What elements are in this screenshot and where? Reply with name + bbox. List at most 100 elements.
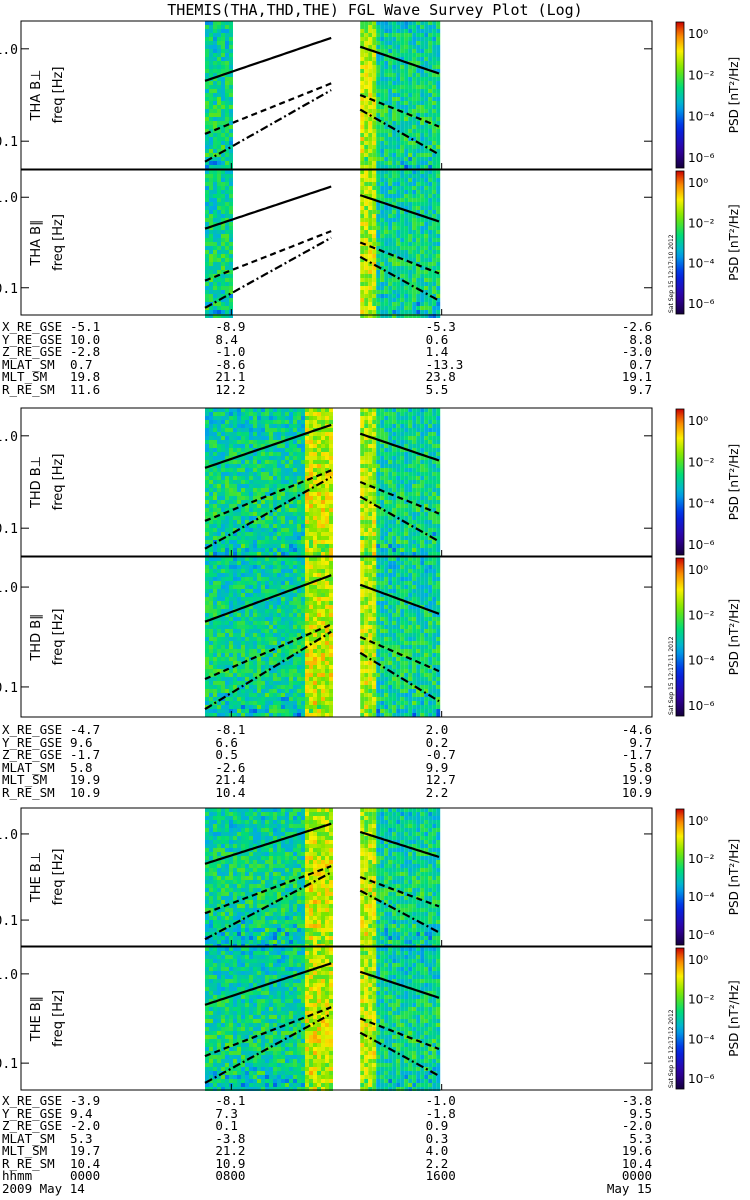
ephemeris-value: -2.6	[621, 319, 652, 334]
ephemeris-value: 10.4	[621, 1155, 652, 1171]
ephemeris-row-name: X_RE_GSE	[2, 1093, 63, 1108]
ephemeris-value: 10.0	[70, 331, 101, 347]
ephemeris-value: 0.3	[425, 1130, 449, 1146]
colorbar	[675, 170, 685, 315]
colorbar-tick-label: 10⁻⁴	[688, 110, 715, 124]
spectrogram-panel-the-bperp: 0.1 1.0 THE B⊥ freq [Hz] 10⁰ 10⁻² 10⁻⁴ 10⁻⁶ PSD …	[0, 807, 741, 948]
panel-frame	[20, 407, 653, 557]
frequency-curve-late-0	[359, 970, 440, 999]
ephemeris-row-name: Y_RE_GSE	[2, 331, 63, 347]
frequency-curve-1	[204, 469, 332, 522]
date-label-end: May 15	[606, 1180, 652, 1196]
ephemeris-value: 0.2	[425, 734, 449, 750]
freq-label: freq [Hz]	[51, 214, 66, 271]
frequency-curve-2	[204, 1012, 332, 1084]
ephemeris-row-name: MLT_SM	[2, 772, 48, 787]
spectrogram-panel-thd-bperp: 0.1 1.0 THD B⊥ freq [Hz] 10⁰ 10⁻² 10⁻⁴ 10⁻⁶ PSD …	[0, 407, 741, 557]
ephemeris-value: 21.4	[215, 772, 246, 787]
frequency-curve-0	[204, 423, 332, 469]
frequency-curve-1	[204, 1006, 332, 1058]
freq-label: freq [Hz]	[51, 609, 66, 666]
colorbar-tick-label: 10⁻⁴	[688, 654, 715, 668]
ephemeris-value: 0.7	[70, 356, 93, 372]
colorbar-tick-label: 10⁻⁶	[688, 928, 715, 942]
ephemeris-value: 0.7	[629, 356, 652, 372]
ephemeris-row-name: Z_RE_GSE	[2, 1118, 63, 1133]
ephemeris-row-name: MLAT_SM	[2, 1130, 55, 1146]
y-tick-label: 0.1	[0, 135, 18, 150]
ephemeris-value: -8.1	[215, 722, 246, 737]
colorbar-tick-label: 10⁻⁶	[688, 538, 715, 552]
ephemeris-value: 9.7	[629, 734, 652, 750]
spectrogram-panel-thd-bpar: 0.1 1.0 THD B∥ freq [Hz] 10⁰ 10⁻² 10⁻⁴ 10⁻⁶ PSD …	[0, 556, 741, 718]
ephemeris-value: 9.4	[70, 1105, 93, 1121]
ephemeris-row-name: R_RE_SM	[2, 381, 55, 397]
frequency-curve-late-1	[359, 875, 440, 908]
colorbar-label: PSD [nT²/Hz]	[727, 444, 741, 520]
y-tick-label: 0.1	[0, 914, 18, 929]
ephemeris-value: -1.0	[425, 1093, 456, 1108]
colorbar-tick-label: 10⁰	[688, 176, 708, 190]
frequency-curve-late-2	[359, 1031, 440, 1077]
ephemeris-value: 10.9	[70, 784, 101, 800]
ephemeris-value: -3.0	[621, 344, 652, 359]
ephemeris-value: -3.8	[621, 1093, 652, 1108]
ephemeris-row-name: R_RE_SM	[2, 784, 55, 800]
ephemeris-value: 21.2	[215, 1143, 246, 1158]
ephemeris-value: -1.0	[215, 344, 246, 359]
colorbar	[675, 808, 685, 946]
colorbar-tick-label: 10⁻²	[688, 993, 715, 1007]
panel-frame	[20, 169, 653, 316]
colorbar-label: PSD [nT²/Hz]	[727, 204, 741, 280]
colorbar-tick-label: 10⁰	[688, 814, 708, 828]
ephemeris-value: -8.1	[215, 1093, 246, 1108]
colorbar-tick-label: 10⁻⁴	[688, 257, 715, 271]
ephemeris-row-name: MLAT_SM	[2, 759, 55, 775]
ephemeris-row-name: MLAT_SM	[2, 356, 55, 372]
colorbar-tick-label: 10⁰	[688, 953, 708, 967]
ephemeris-value: 9.9	[425, 759, 449, 775]
ephemeris-row-name: MLT_SM	[2, 1143, 48, 1158]
frequency-curve-0	[204, 185, 332, 230]
colorbar-label: PSD [nT²/Hz]	[727, 980, 741, 1056]
ephemeris-value: -1.7	[70, 747, 101, 762]
panel-ylabel: THD B⊥	[29, 456, 44, 509]
colorbar-tick-label: 10⁻⁶	[688, 699, 715, 713]
time-stamp-label: Sat Sep 15 12:17:10 2012	[668, 234, 675, 313]
colorbar-label: PSD [nT²/Hz]	[727, 839, 741, 915]
spectrogram-panel-tha-bpar: 0.1 1.0 THA B∥ freq [Hz] 10⁰ 10⁻² 10⁻⁴ 10⁻⁶ PSD …	[0, 169, 741, 318]
panel-frame	[20, 807, 653, 947]
frequency-curve-0	[204, 574, 332, 623]
frequency-curve-1	[204, 623, 332, 681]
ephemeris-row-name: R_RE_SM	[2, 1155, 55, 1171]
ephemeris-value: 11.6	[70, 381, 101, 397]
ephemeris-value: 21.1	[215, 369, 246, 384]
y-tick-label: 1.0	[0, 968, 18, 983]
colorbar	[675, 408, 685, 556]
ephemeris-value: 23.8	[425, 369, 456, 384]
ephemeris-value: -2.0	[70, 1118, 101, 1133]
x-tick-label: 1600	[425, 1168, 456, 1183]
y-tick-label: 1.0	[0, 43, 18, 58]
x-tick-label: 0800	[215, 1168, 246, 1183]
panel-ylabel: THE B⊥	[29, 852, 44, 903]
ephemeris-row-name: Y_RE_GSE	[2, 734, 63, 750]
ephemeris-value: 5.8	[629, 759, 652, 775]
frequency-curve-late-1	[359, 635, 440, 673]
ephemeris-value: -1.8	[425, 1105, 456, 1121]
spectrogram-panel-tha-bperp: 0.1 1.0 THA B⊥ freq [Hz] 10⁰ 10⁻² 10⁻⁴ 10⁻⁶ PSD …	[0, 20, 741, 170]
frequency-curve-late-2	[359, 108, 440, 156]
ephemeris-value: 19.1	[621, 369, 652, 384]
colorbar-tick-label: 10⁻²	[688, 455, 715, 469]
frequency-curve-0	[204, 822, 332, 865]
spectrogram-panel-the-bpar: 0.1 1.0 THE B∥ freq [Hz] 10⁰ 10⁻² 10⁻⁴ 10⁻⁶ PSD …	[0, 946, 741, 1091]
frequency-curve-late-1	[359, 480, 440, 515]
colorbar-tick-label: 10⁰	[688, 563, 708, 577]
y-tick-label: 0.1	[0, 522, 18, 537]
colorbar-tick-label: 10⁻⁴	[688, 1032, 715, 1046]
ephemeris-value: -3.9	[70, 1093, 101, 1108]
ephemeris-value: 2.2	[425, 1155, 449, 1171]
ephemeris-value: 19.8	[70, 369, 101, 384]
ephemeris-value: 5.8	[70, 759, 93, 775]
